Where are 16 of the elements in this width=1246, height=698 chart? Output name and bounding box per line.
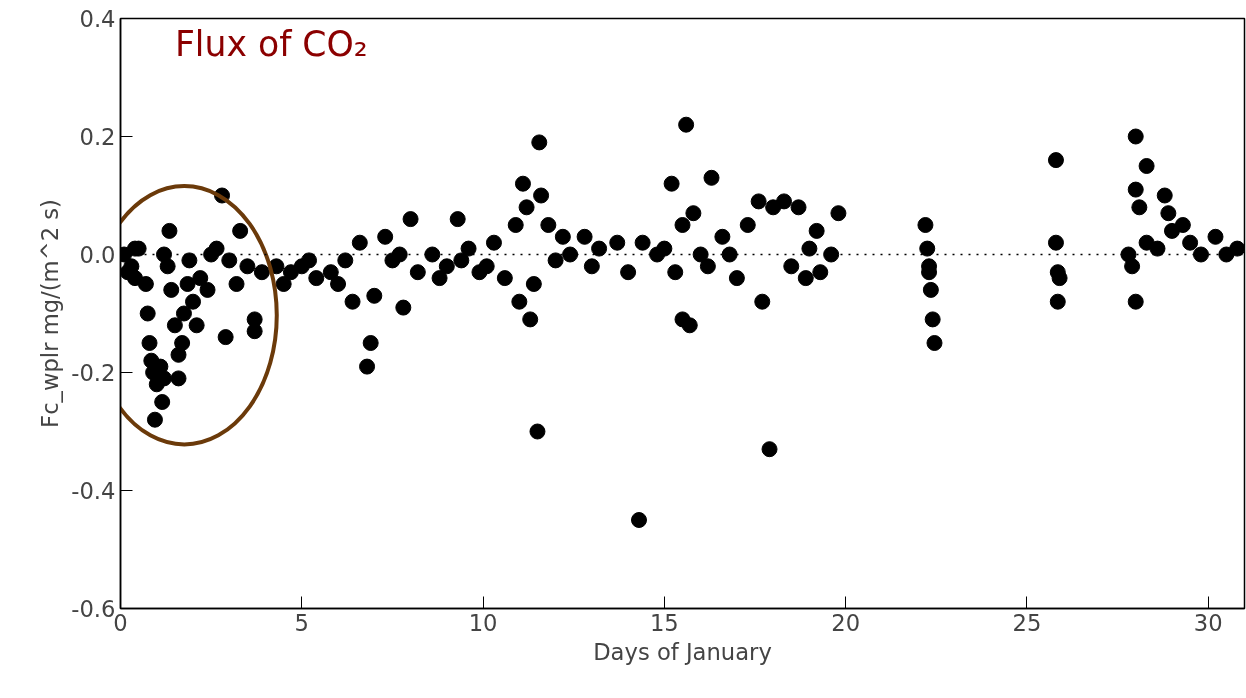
y-tick-label: -0.4 [71, 478, 116, 504]
y-tick-label: 0.2 [79, 124, 116, 150]
x-tick-label: 0 [113, 609, 128, 636]
x-tick-label: 25 [1012, 609, 1042, 636]
x-axis-title: Days of January [593, 638, 772, 665]
x-tick-label: 30 [1193, 609, 1223, 636]
y-tick-label: 0.0 [79, 242, 116, 268]
y-axis-title: Fc_wplr mg/(m^2 s) [37, 199, 64, 428]
y-tick-label: -0.2 [71, 360, 116, 386]
x-tick-label: 15 [649, 609, 679, 636]
x-tick-label: 20 [831, 609, 861, 636]
y-tick-label: 0.4 [79, 6, 116, 32]
x-tick-label: 10 [468, 609, 498, 636]
y-tick-label: -0.6 [71, 596, 116, 622]
x-tick-label: 5 [294, 609, 309, 636]
chart-title: Flux of CO₂ [174, 24, 368, 65]
